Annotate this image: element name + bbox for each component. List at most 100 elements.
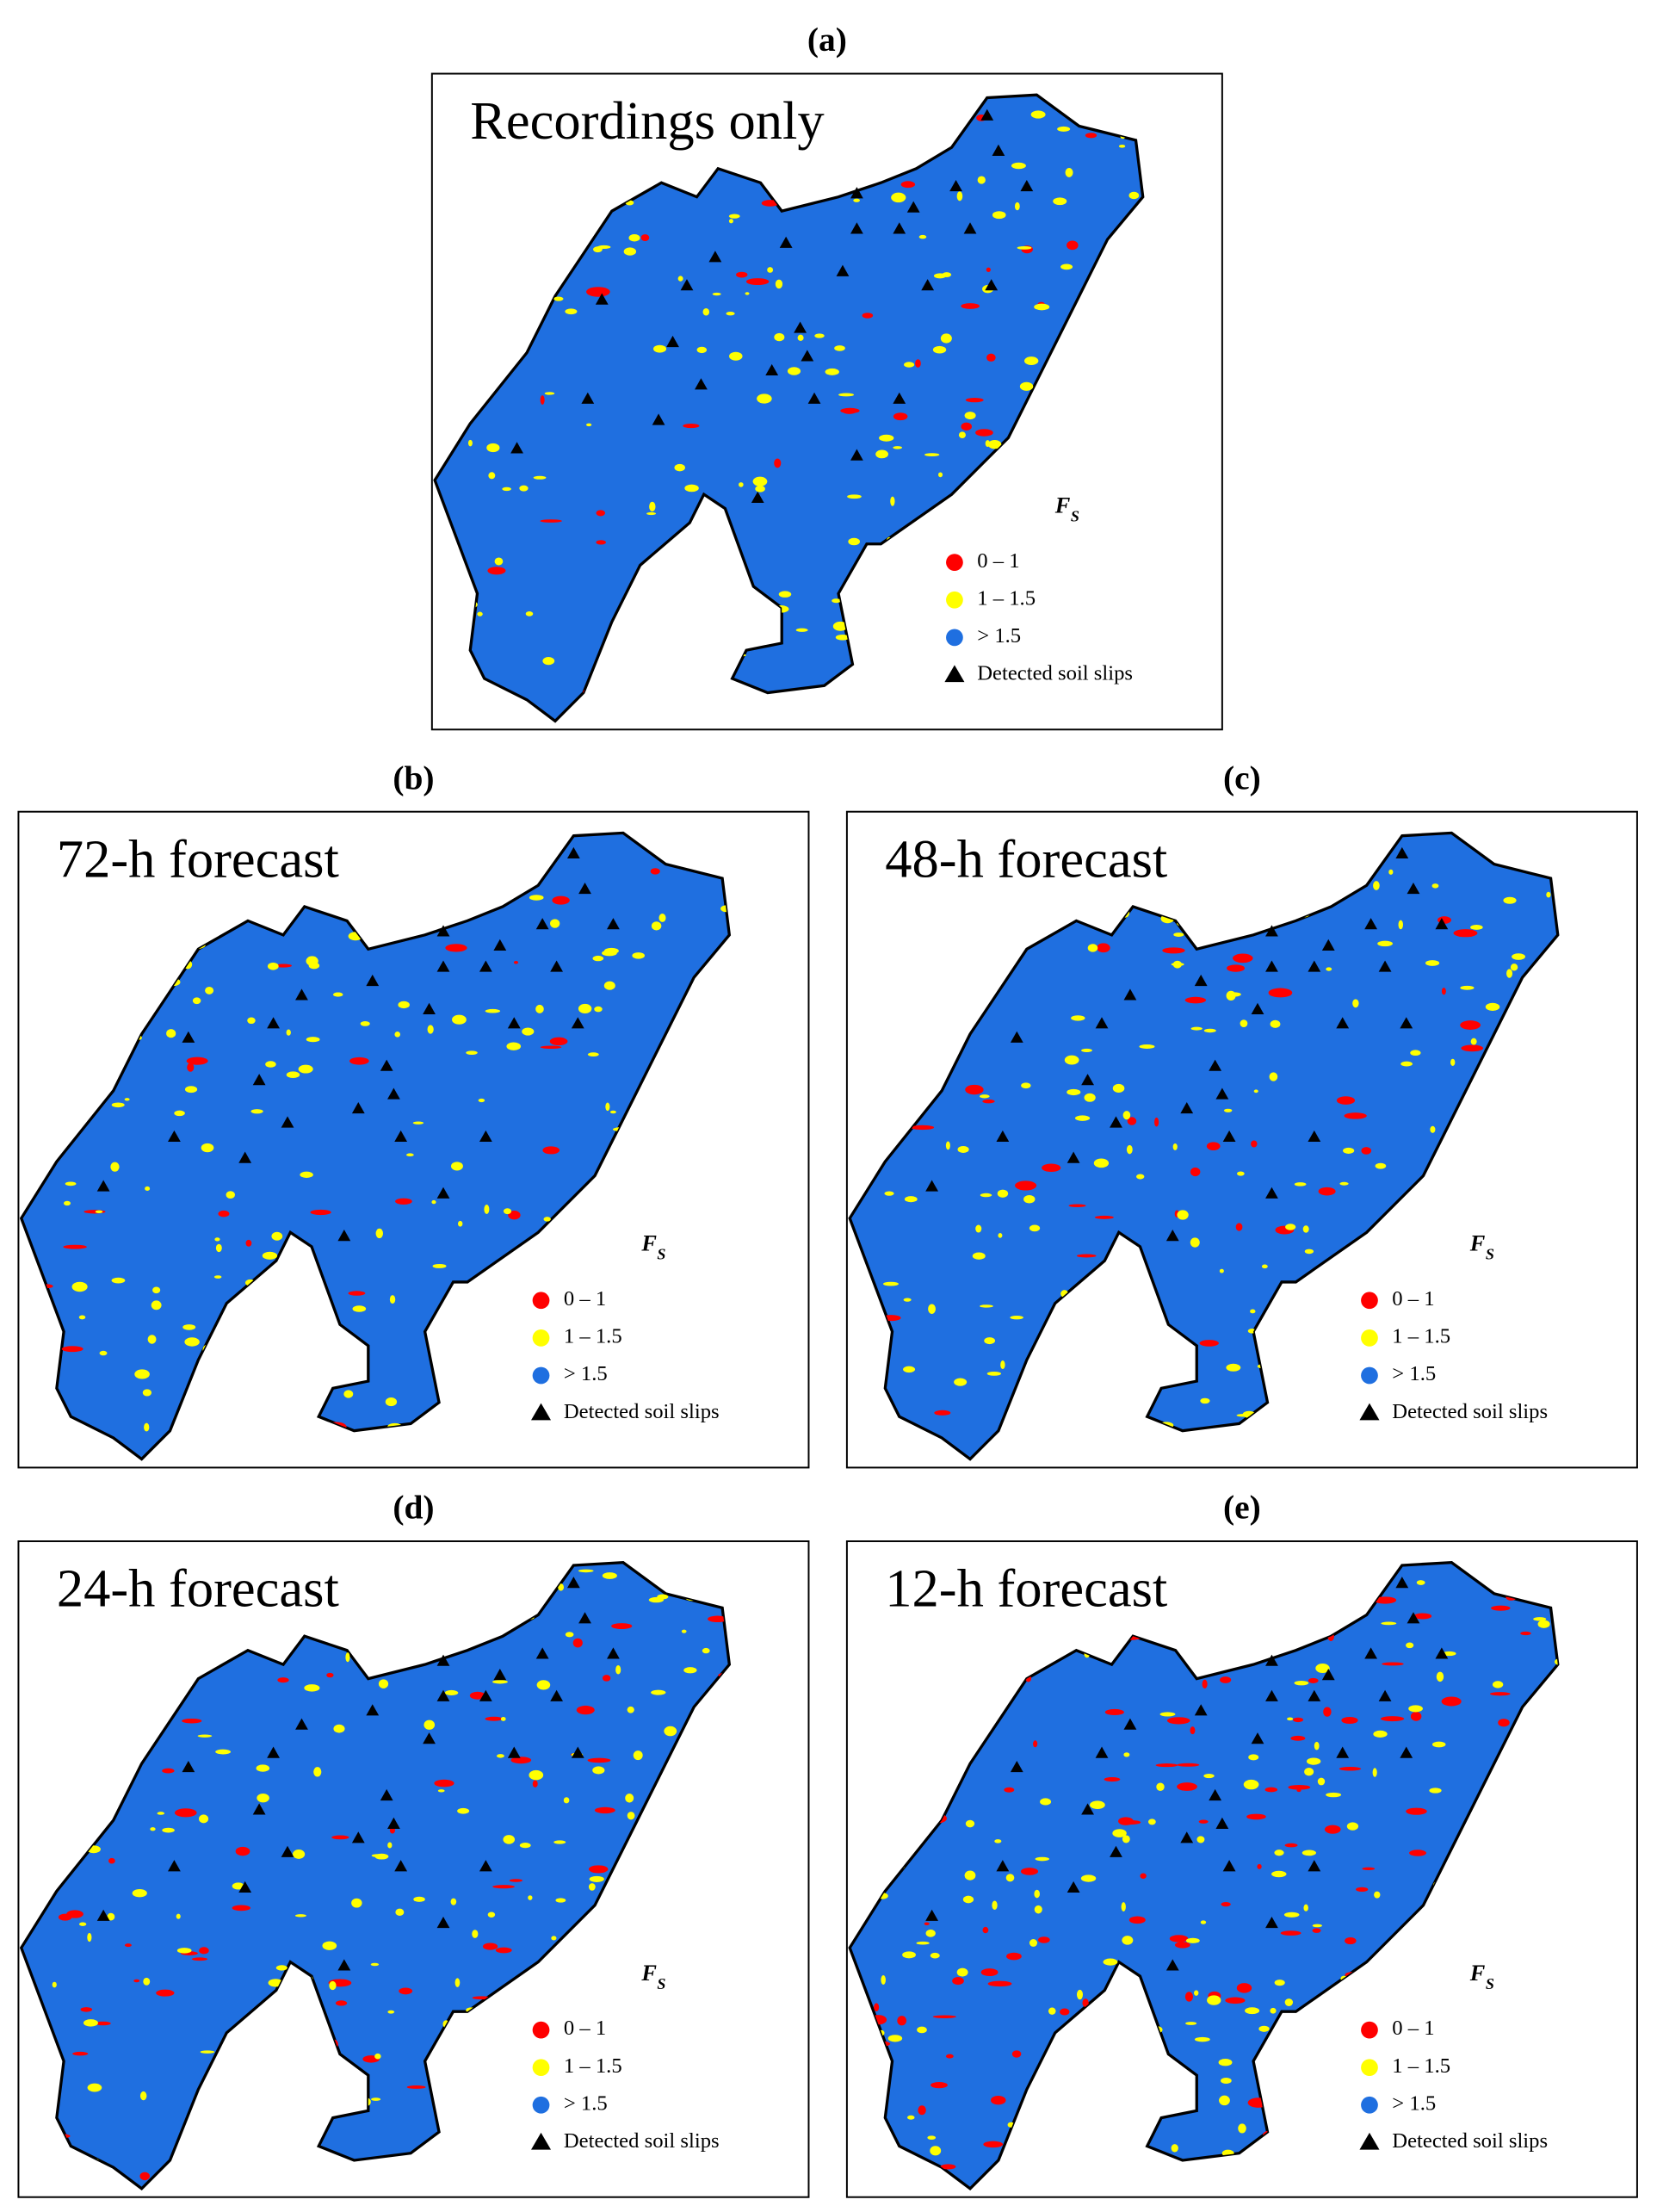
marginal-patch [986, 1371, 1002, 1376]
soil-slip [893, 392, 906, 404]
marginal-patch [1248, 1754, 1259, 1761]
marginal-patch [107, 1912, 115, 1921]
marginal-patch [1060, 263, 1073, 270]
marginal-patch [110, 1162, 120, 1172]
unstable-patch [932, 2015, 956, 2018]
marginal-patch [352, 1305, 367, 1312]
soil-slip [436, 1654, 450, 1666]
marginal-patch [395, 1908, 405, 1917]
soil-slip [1308, 1689, 1321, 1701]
unstable-patch [349, 1056, 369, 1065]
marginal-patch [848, 537, 861, 546]
marginal-patch [1122, 1936, 1134, 1945]
unstable-patch [156, 1989, 175, 1997]
marginal-patch [412, 1121, 424, 1125]
unstable-patch [1441, 1696, 1462, 1707]
soil-slip [1308, 1130, 1321, 1143]
unstable-patch [975, 429, 993, 437]
unstable-patch [348, 1291, 366, 1296]
soil-slip [295, 988, 308, 1001]
marginal-patch [683, 1667, 697, 1674]
marginal-patch [1315, 1663, 1330, 1673]
legend-title-sub: S [1486, 1975, 1494, 1992]
unstable-patch [1162, 947, 1185, 954]
soil-slip [337, 1230, 351, 1242]
marginal-patch [1029, 1224, 1041, 1232]
marginal-patch [543, 1217, 551, 1222]
unstable-patch [487, 567, 506, 575]
marginal-patch [1035, 1856, 1049, 1862]
soil-slip [850, 187, 863, 199]
soil-slip [1165, 1959, 1179, 1971]
marginal-patch [215, 1243, 222, 1253]
soil-slip [238, 1151, 252, 1163]
soil-slip [992, 144, 1005, 156]
unstable-patch [1373, 1596, 1397, 1604]
marginal-patch [1317, 1777, 1326, 1786]
marginal-patch [728, 219, 733, 224]
unstable-patch [1341, 1716, 1358, 1724]
marginal-patch [139, 2091, 147, 2101]
marginal-patch [924, 453, 940, 457]
marginal-patch [1306, 1757, 1321, 1765]
basin [19, 1560, 732, 2191]
marginal-patch [1074, 1115, 1091, 1121]
unstable-patch [1094, 1215, 1114, 1219]
marginal-patch [542, 656, 555, 666]
unstable-patch [1190, 1726, 1196, 1735]
marginal-patch [1274, 1850, 1284, 1856]
marginal-patch [1258, 2025, 1270, 2032]
unstable-patch [58, 1913, 72, 1921]
unstable-patch [139, 2172, 150, 2181]
unstable-patch [232, 1905, 250, 1911]
unstable-patch [1264, 1787, 1278, 1793]
unstable-patch [1324, 1825, 1341, 1834]
panel-label: (b) [393, 759, 434, 796]
marginal-patch [389, 1295, 396, 1304]
soil-slip [1020, 179, 1034, 192]
marginal-patch [1196, 1836, 1205, 1843]
soil-slip [1209, 1059, 1222, 1071]
unstable-patch [532, 1780, 538, 1788]
soil-slip [807, 392, 821, 404]
marginal-patch [553, 1840, 566, 1844]
marginal-patch [132, 1888, 147, 1898]
marginal-patch [674, 463, 685, 472]
marginal-patch [1301, 1850, 1317, 1856]
marginal-patch [205, 986, 214, 994]
marginal-patch [454, 1978, 461, 1987]
marginal-patch [1343, 1147, 1355, 1154]
soil-slip [1180, 1831, 1194, 1843]
marginal-patch [343, 1390, 354, 1398]
marginal-patch [890, 496, 895, 506]
panel-title: Recordings only [470, 90, 824, 151]
soil-slip [921, 279, 935, 291]
legend-swatch [532, 1329, 550, 1347]
marginal-patch [728, 214, 740, 219]
marginal-patch [145, 1186, 151, 1191]
marginal-patch [1034, 1905, 1042, 1914]
unstable-patch [1184, 996, 1207, 1004]
unstable-patch [1225, 1997, 1246, 2004]
unstable-patch [1227, 964, 1246, 972]
marginal-patch [478, 1098, 485, 1103]
marginal-patch [625, 1794, 634, 1803]
marginal-patch [329, 1980, 337, 1991]
marginal-patch [1139, 1044, 1155, 1050]
legend-item: Detected soil slips [977, 662, 1133, 685]
soil-slip [535, 1647, 549, 1659]
soil-slip [252, 1803, 266, 1815]
marginal-patch [940, 333, 952, 344]
soil-slip [96, 1180, 110, 1192]
marginal-patch [832, 598, 841, 604]
unstable-patch [218, 1210, 230, 1218]
marginal-patch [151, 1300, 162, 1310]
marginal-patch [215, 1749, 232, 1755]
marginal-patch [1156, 1782, 1165, 1792]
legend-swatch [532, 1366, 550, 1385]
marginal-patch [752, 476, 768, 486]
soil-slip [436, 1187, 450, 1199]
unstable-patch [986, 267, 991, 272]
legend-item: 1 – 1.5 [1392, 1325, 1450, 1348]
unstable-patch [991, 2096, 1006, 2105]
